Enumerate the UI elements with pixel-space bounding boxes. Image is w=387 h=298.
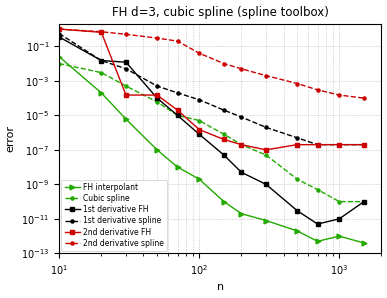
2nd derivative spline — [175, 39, 180, 43]
2nd derivative spline — [222, 62, 226, 65]
FH interpolant — [315, 240, 320, 243]
1st derivative FH — [222, 153, 226, 157]
2nd derivative spline — [124, 32, 128, 36]
2nd derivative FH — [155, 93, 159, 97]
Cubic spline — [99, 71, 104, 74]
1st derivative FH — [99, 59, 104, 62]
1st derivative spline — [337, 143, 342, 146]
2nd derivative FH — [57, 27, 62, 31]
Line: FH interpolant: FH interpolant — [57, 54, 366, 246]
1st derivative FH — [361, 200, 366, 204]
1st derivative spline — [155, 84, 159, 88]
2nd derivative spline — [315, 88, 320, 92]
2nd derivative spline — [295, 82, 300, 85]
1st derivative spline — [295, 136, 300, 139]
2nd derivative spline — [337, 93, 342, 97]
1st derivative FH — [337, 217, 342, 221]
1st derivative spline — [264, 126, 268, 129]
X-axis label: n: n — [217, 283, 224, 292]
Cubic spline — [57, 62, 62, 65]
1st derivative spline — [239, 115, 244, 119]
1st derivative spline — [361, 143, 366, 146]
Cubic spline — [315, 188, 320, 191]
Line: 1st derivative spline: 1st derivative spline — [56, 30, 367, 148]
1st derivative spline — [124, 67, 128, 71]
1st derivative spline — [99, 59, 104, 62]
1st derivative FH — [155, 96, 159, 100]
Line: Cubic spline: Cubic spline — [56, 60, 367, 205]
1st derivative FH — [175, 114, 180, 117]
FH interpolant — [222, 200, 226, 204]
FH interpolant — [239, 212, 244, 215]
2nd derivative FH — [239, 143, 244, 146]
FH interpolant — [124, 117, 128, 121]
Cubic spline — [337, 200, 342, 204]
1st derivative spline — [175, 91, 180, 95]
1st derivative spline — [315, 143, 320, 146]
1st derivative spline — [197, 98, 202, 102]
FH interpolant — [175, 165, 180, 169]
Line: 1st derivative FH: 1st derivative FH — [57, 35, 366, 226]
Cubic spline — [361, 200, 366, 204]
1st derivative FH — [239, 170, 244, 174]
2nd derivative spline — [239, 67, 244, 71]
Line: 2nd derivative FH: 2nd derivative FH — [57, 27, 366, 152]
2nd derivative FH — [315, 143, 320, 146]
Line: 2nd derivative spline: 2nd derivative spline — [56, 26, 367, 101]
Cubic spline — [175, 114, 180, 117]
FH interpolant — [264, 219, 268, 222]
2nd derivative FH — [99, 30, 104, 34]
1st derivative FH — [57, 35, 62, 39]
2nd derivative FH — [175, 108, 180, 112]
1st derivative spline — [222, 108, 226, 112]
Legend: FH interpolant, Cubic spline, 1st derivative FH, 1st derivative spline, 2nd deri: FH interpolant, Cubic spline, 1st deriva… — [62, 179, 167, 251]
Cubic spline — [222, 133, 226, 136]
1st derivative FH — [197, 133, 202, 136]
FH interpolant — [361, 241, 366, 245]
2nd derivative FH — [264, 148, 268, 152]
2nd derivative spline — [264, 74, 268, 77]
2nd derivative FH — [295, 143, 300, 146]
2nd derivative FH — [337, 143, 342, 146]
2nd derivative FH — [222, 138, 226, 141]
Cubic spline — [124, 84, 128, 88]
Cubic spline — [197, 119, 202, 122]
2nd derivative spline — [57, 27, 62, 31]
FH interpolant — [155, 148, 159, 152]
Cubic spline — [295, 177, 300, 181]
1st derivative FH — [124, 60, 128, 64]
2nd derivative spline — [155, 36, 159, 40]
Cubic spline — [155, 100, 159, 104]
1st derivative spline — [57, 32, 62, 35]
2nd derivative FH — [361, 143, 366, 146]
2nd derivative spline — [99, 30, 104, 34]
Cubic spline — [264, 153, 268, 157]
2nd derivative spline — [361, 96, 366, 100]
FH interpolant — [295, 229, 300, 233]
FH interpolant — [57, 55, 62, 58]
Cubic spline — [239, 143, 244, 146]
FH interpolant — [197, 177, 202, 181]
1st derivative FH — [295, 209, 300, 212]
2nd derivative FH — [124, 93, 128, 97]
Y-axis label: error: error — [5, 125, 15, 152]
1st derivative FH — [315, 222, 320, 226]
FH interpolant — [337, 234, 342, 238]
1st derivative FH — [264, 183, 268, 186]
2nd derivative FH — [197, 128, 202, 131]
2nd derivative spline — [197, 52, 202, 55]
Title: FH d=3, cubic spline (spline toolbox): FH d=3, cubic spline (spline toolbox) — [112, 6, 329, 18]
FH interpolant — [99, 91, 104, 95]
